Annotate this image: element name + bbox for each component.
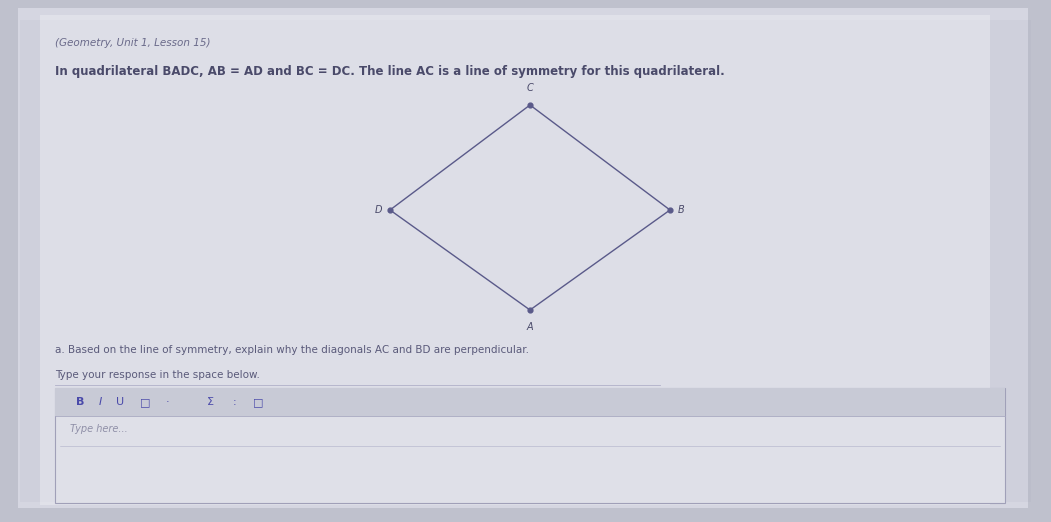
Text: (Geometry, Unit 1, Lesson 15): (Geometry, Unit 1, Lesson 15) <box>55 38 210 48</box>
Text: ·: · <box>166 397 170 407</box>
Text: □: □ <box>252 397 263 407</box>
Point <box>382 206 398 214</box>
Bar <box>55 388 1005 503</box>
Text: B: B <box>678 205 685 215</box>
Text: Type your response in the space below.: Type your response in the space below. <box>55 370 260 380</box>
Text: A: A <box>527 322 533 332</box>
Text: Type here...: Type here... <box>70 424 128 434</box>
Text: a. Based on the line of symmetry, explain why the diagonals AC and BD are perpen: a. Based on the line of symmetry, explai… <box>55 345 529 355</box>
Text: C: C <box>527 83 533 93</box>
Point <box>521 306 538 314</box>
Text: U: U <box>116 397 124 407</box>
Point <box>521 101 538 109</box>
Text: Σ: Σ <box>206 397 213 407</box>
Text: I: I <box>99 397 102 407</box>
Text: In quadrilateral BADC, AB = AD and BC = DC. The line AC is a line of symmetry fo: In quadrilateral BADC, AB = AD and BC = … <box>55 65 725 78</box>
Bar <box>55 388 1005 416</box>
Point <box>661 206 678 214</box>
Text: □: □ <box>140 397 150 407</box>
Text: :: : <box>233 397 236 407</box>
Text: D: D <box>374 205 382 215</box>
Text: B: B <box>76 397 84 407</box>
